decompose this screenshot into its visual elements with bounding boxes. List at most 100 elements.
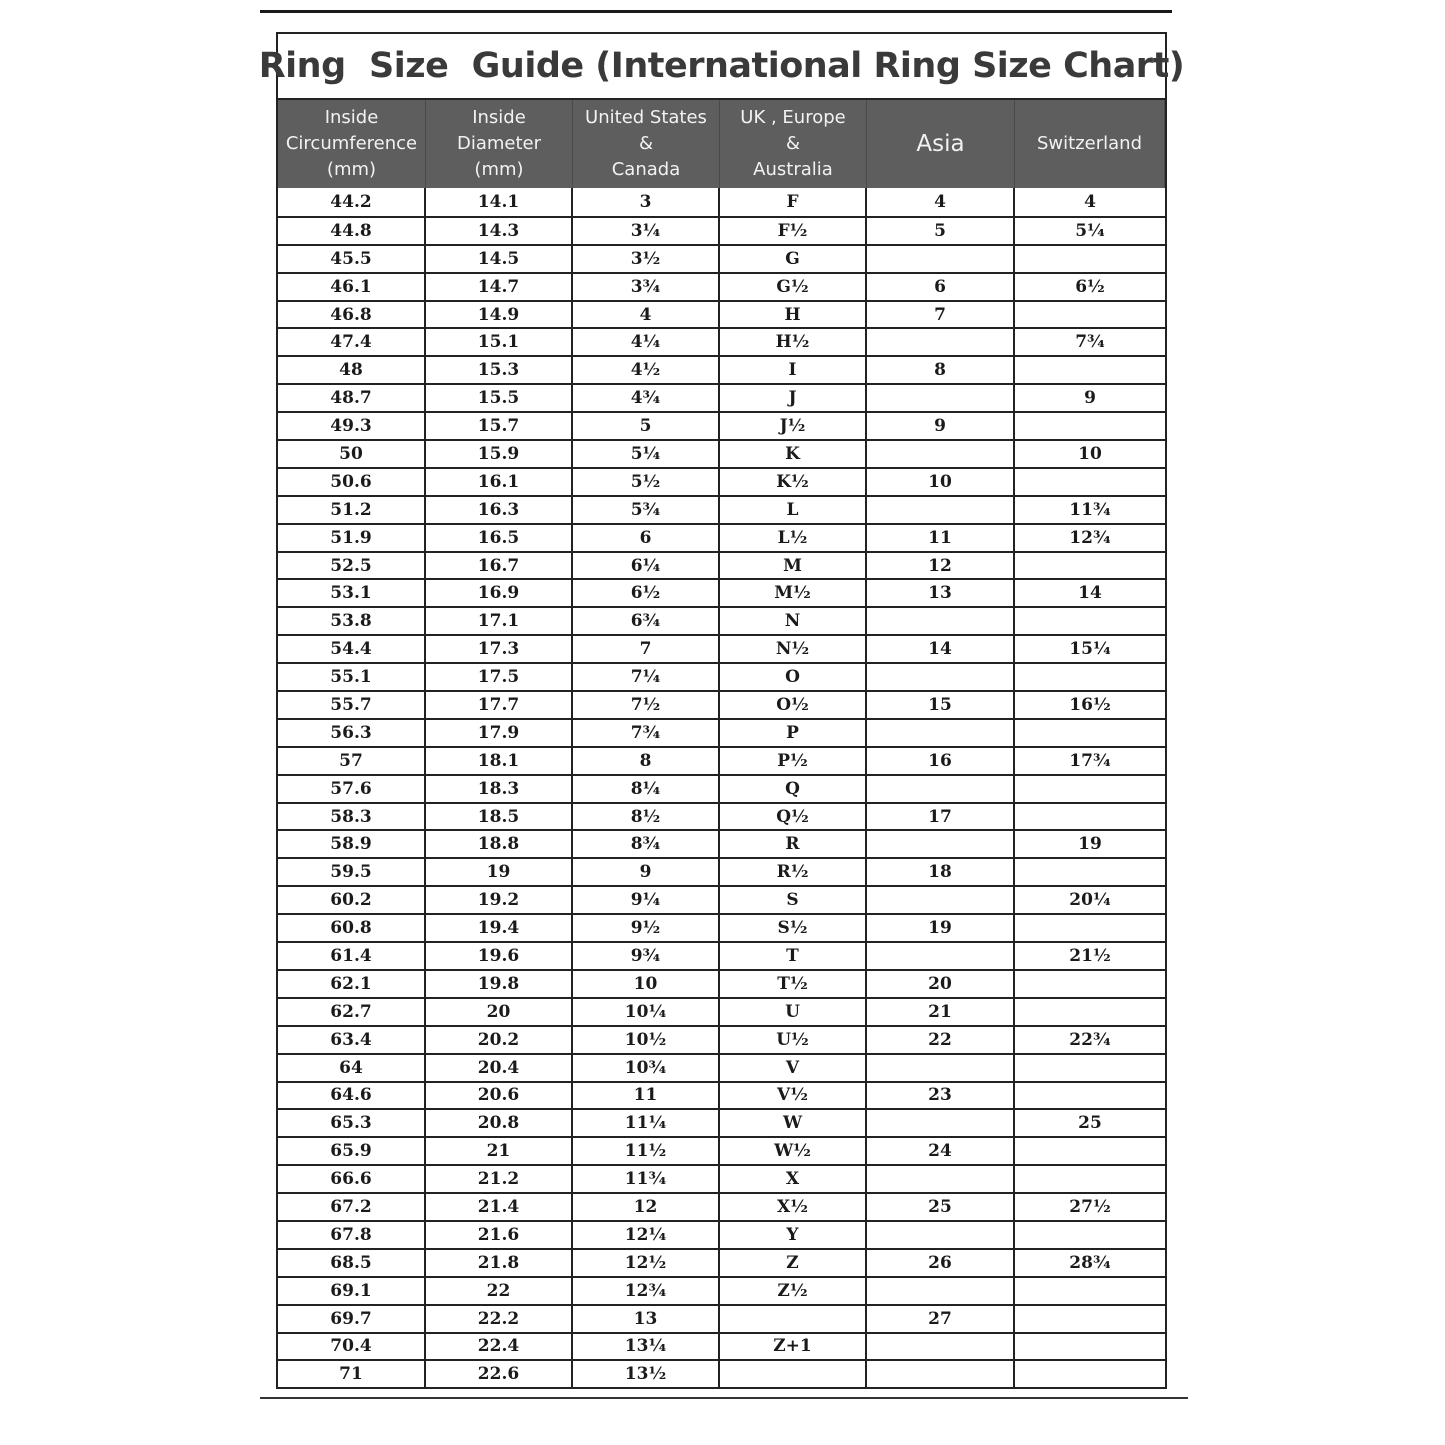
cell-circumference: 69.1: [278, 1277, 426, 1304]
cell-circumference: 46.1: [278, 273, 426, 300]
cell-asia: 24: [867, 1138, 1015, 1165]
cell-diameter: 18.8: [426, 831, 573, 858]
cell-asia: [867, 1277, 1015, 1304]
cell-diameter: 19.8: [426, 970, 573, 997]
cell-us-canada: 7¾: [573, 719, 720, 746]
cell-switzerland: [1015, 1334, 1165, 1360]
table-row: 51.2 16.3 5¾ L 11¾: [278, 494, 1165, 523]
cell-asia: [867, 1333, 1015, 1360]
cell-us-canada: 6¾: [573, 608, 720, 635]
cell-asia: 26: [867, 1249, 1015, 1276]
cell-uk-europe-australia: H: [720, 301, 867, 328]
cell-asia: 5: [867, 217, 1015, 244]
cell-switzerland: [1015, 553, 1165, 579]
cell-diameter: 15.1: [426, 329, 573, 356]
cell-diameter: 17.7: [426, 692, 573, 718]
cell-us-canada: 11: [573, 1082, 720, 1109]
cell-uk-europe-australia: K½: [720, 468, 867, 495]
cell-asia: 10: [867, 468, 1015, 495]
cell-circumference: 59.5: [278, 859, 426, 886]
cell-asia: 23: [867, 1082, 1015, 1109]
page-title: Ring Size Guide (International Ring Size…: [259, 34, 1185, 100]
cell-asia: [867, 943, 1015, 969]
cell-switzerland: [1015, 804, 1165, 830]
cell-circumference: 60.2: [278, 887, 426, 914]
cell-us-canada: 3: [573, 188, 720, 216]
cell-switzerland: 6½: [1075, 276, 1105, 297]
cell-switzerland: [1015, 971, 1165, 997]
cell-asia: 8: [867, 357, 1015, 384]
cell-diameter: 14.7: [426, 273, 573, 300]
cell-circumference: 45.5: [278, 245, 426, 272]
cell-circumference: 53.1: [278, 580, 426, 607]
cell-us-canada: 5: [573, 413, 720, 440]
cell-circumference: 58.3: [278, 803, 426, 830]
cell-uk-europe-australia: V: [720, 1054, 867, 1081]
cell-diameter: 20.2: [426, 1026, 573, 1053]
cell-us-canada: 4½: [573, 357, 720, 384]
table-row: 57.6 18.3 8¼ Q: [278, 773, 1165, 802]
header-uk-europe-australia: UK , Europe & Australia: [720, 100, 867, 188]
table-row: 66.6 21.2 11¾ X: [278, 1164, 1165, 1193]
cell-asia: [867, 719, 1015, 746]
cell-switzerland: 25: [1078, 1113, 1102, 1134]
cell-switzerland: [1015, 1083, 1165, 1109]
cell-uk-europe-australia: T: [720, 943, 867, 969]
table-row: 45.5 14.5 3½ G: [278, 243, 1165, 272]
cell-us-canada: 3½: [573, 245, 720, 272]
cell-switzerland: [1015, 302, 1165, 328]
cell-uk-europe-australia: M½: [720, 580, 867, 607]
cell-uk-europe-australia: K: [720, 441, 867, 467]
cell-asia: [867, 329, 1015, 356]
cell-asia: [867, 1221, 1015, 1248]
cell-asia: 17: [867, 803, 1015, 830]
cell-switzerland: [1015, 246, 1165, 272]
cell-uk-europe-australia: L: [720, 496, 867, 523]
cell-us-canada: 11½: [573, 1138, 720, 1165]
cell-asia: [867, 887, 1015, 914]
cell-uk-europe-australia: H½: [720, 329, 867, 356]
header-asia: Asia: [867, 100, 1015, 188]
cell-switzerland: 10: [1078, 443, 1102, 464]
table-row: 49.3 15.7 5 J½ 9: [278, 411, 1165, 440]
table-row: 50 15.9 5¼ K 10: [278, 439, 1165, 467]
cell-diameter: 15.9: [426, 441, 573, 467]
cell-circumference: 71: [278, 1361, 426, 1388]
cell-asia: 19: [867, 915, 1015, 942]
cell-switzerland: [1015, 720, 1165, 746]
table-row: 55.7 17.7 7½ O½ 15 16½: [278, 690, 1165, 718]
table-row: 54.4 17.3 7 N½ 14 15¼: [278, 634, 1165, 663]
cell-circumference: 63.4: [278, 1026, 426, 1053]
table-row: 69.1 22 12¾ Z½: [278, 1275, 1165, 1304]
cell-switzerland: 28¾: [1069, 1252, 1111, 1273]
table-row: 60.2 19.2 9¼ S 20¼: [278, 885, 1165, 914]
cell-switzerland: [1015, 469, 1165, 495]
cell-switzerland: 9: [1084, 388, 1096, 409]
cell-diameter: 19: [426, 859, 573, 886]
cell-uk-europe-australia: S: [720, 887, 867, 914]
cell-us-canada: 8¾: [573, 831, 720, 858]
cell-diameter: 21: [426, 1138, 573, 1165]
cell-circumference: 57.6: [278, 775, 426, 802]
cell-circumference: 70.4: [278, 1333, 426, 1360]
table-row: 53.1 16.9 6½ M½ 13 14: [278, 578, 1165, 607]
cell-asia: 4: [867, 188, 1015, 216]
cell-switzerland: [1015, 664, 1165, 690]
cell-diameter: 14.9: [426, 301, 573, 328]
table-body: 44.2 14.1 3 F 4 4 44.8 14.3 3¼ F½ 5 5¼ 45.5 14.5 3½ G 46…: [278, 188, 1165, 1388]
cell-us-canada: 4: [573, 301, 720, 328]
cell-uk-europe-australia: N: [720, 608, 867, 635]
cell-diameter: 18.3: [426, 775, 573, 802]
cell-uk-europe-australia: G: [720, 245, 867, 272]
top-rule: [260, 10, 1172, 13]
cell-uk-europe-australia: W: [720, 1110, 867, 1137]
cell-us-canada: 8¼: [573, 775, 720, 802]
cell-diameter: 16.7: [426, 552, 573, 579]
cell-circumference: 69.7: [278, 1305, 426, 1332]
cell-us-canada: 9½: [573, 915, 720, 942]
cell-asia: 16: [867, 747, 1015, 774]
cell-circumference: 52.5: [278, 552, 426, 579]
cell-uk-europe-australia: X½: [720, 1194, 867, 1220]
cell-circumference: 44.8: [278, 217, 426, 244]
cell-circumference: 67.8: [278, 1221, 426, 1248]
